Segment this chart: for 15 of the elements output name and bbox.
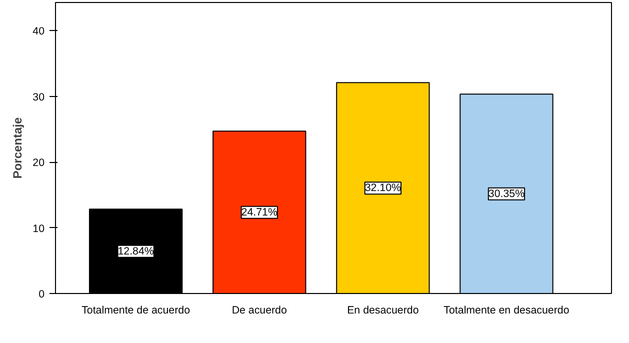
bar [336, 82, 430, 294]
bar [460, 94, 554, 294]
bar [212, 130, 306, 294]
y-tick-label: 20 [32, 157, 45, 170]
y-tick-label: 30 [32, 91, 45, 104]
x-tick-label: De acuerdo [232, 304, 287, 316]
y-tick-label: 0 [38, 288, 45, 300]
y-axis-title: Porcentaje [10, 116, 25, 179]
data-label: 12.84% [118, 245, 154, 258]
y-tick-label: 40 [32, 26, 45, 38]
bar [88, 208, 183, 294]
x-tick-label: En desacuerdo [347, 304, 419, 316]
y-tick-label: 10 [32, 222, 45, 235]
x-tick-label: Totalmente en desacuerdo [444, 304, 570, 316]
x-tick-label: Totalmente de acuerdo [82, 304, 190, 316]
